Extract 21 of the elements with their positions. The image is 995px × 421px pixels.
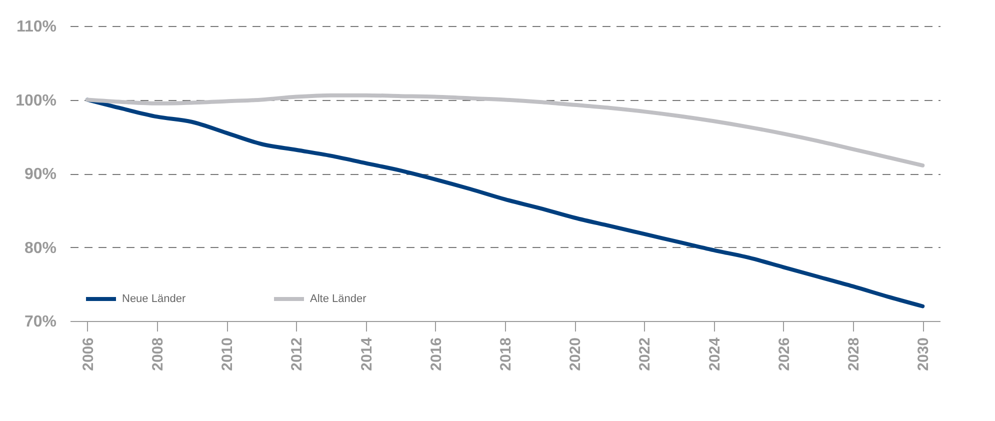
x-tick-label: 2016 <box>428 338 445 371</box>
x-tick-label: 2020 <box>567 338 584 371</box>
x-tick-label: 2028 <box>846 338 862 371</box>
x-tick-label: 2012 <box>288 338 306 371</box>
y-tick-label: 100% <box>16 92 56 110</box>
y-tick-label: 70% <box>24 314 56 330</box>
line-series <box>85 93 925 168</box>
x-tick-label: 2008 <box>150 338 166 371</box>
y-tick-label: 90% <box>24 166 56 183</box>
x-tick-label: 2026 <box>776 338 793 371</box>
x-tick-label: 2010 <box>219 338 236 371</box>
y-tick-label: 80% <box>24 240 56 257</box>
y-tick-label: 110% <box>16 18 56 36</box>
x-tick-label: 2022 <box>636 338 654 371</box>
x-tick-label: 2006 <box>80 338 97 371</box>
x-tick-label: 2024 <box>706 336 724 371</box>
x-tick-label: 2030 <box>915 338 932 371</box>
legend-label: Neue Länder <box>122 293 186 305</box>
x-tick-label: 2014 <box>358 336 376 371</box>
x-tick-label: 2018 <box>498 338 514 371</box>
legend-label: Alte Länder <box>310 293 367 305</box>
